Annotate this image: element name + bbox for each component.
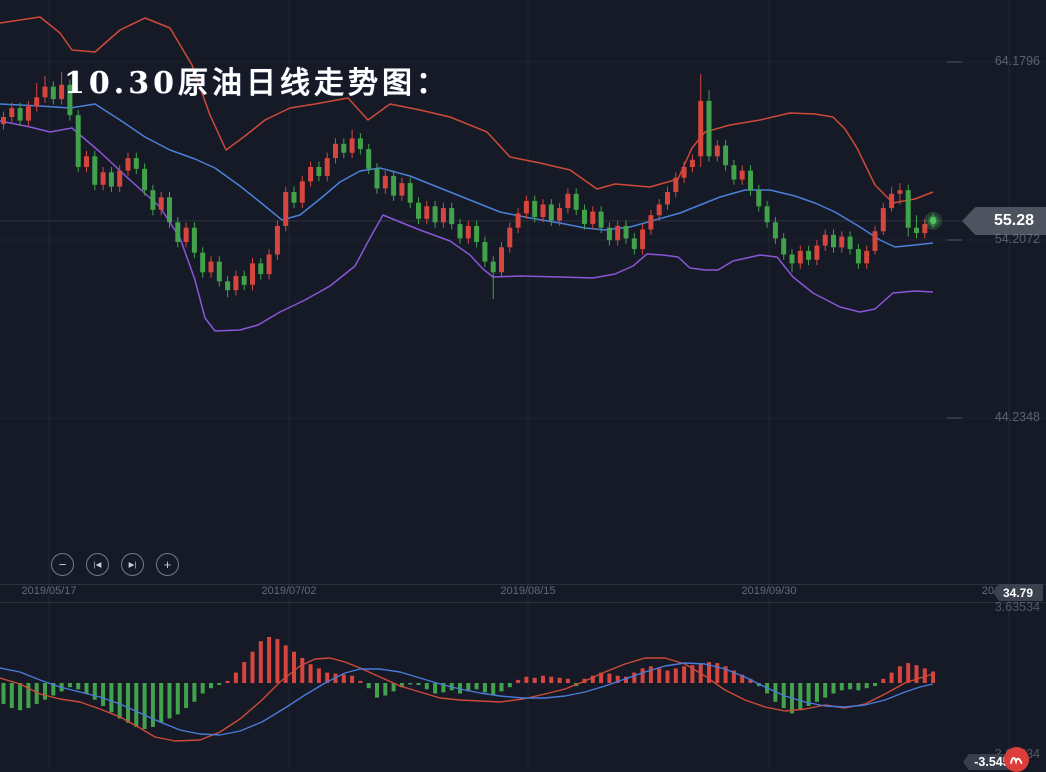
- last-price-value: 55.28: [993, 212, 1034, 229]
- skip-to-start-button[interactable]: |◀: [86, 553, 109, 576]
- logo-glyph: [1010, 757, 1023, 765]
- macd-scale-top-label: 3.63534: [994, 600, 1040, 614]
- price-axis-label: 44.2348: [994, 410, 1040, 424]
- bollinger-middle-line: [0, 103, 934, 248]
- macd-value: -3.545: [974, 755, 1010, 769]
- last-price-badge: 55.28: [962, 207, 1046, 235]
- macd-lines: [0, 657, 934, 742]
- platform-logo-icon: [1004, 747, 1029, 772]
- bottom-price-value: 34.79: [1002, 585, 1034, 600]
- macd-dea-line: [0, 662, 934, 736]
- bottom-price-badge: 34.79: [993, 584, 1043, 601]
- bollinger-bands: [0, 16, 934, 332]
- date-axis-label: 2019/05/17: [21, 585, 77, 597]
- bollinger-upper-line: [0, 16, 934, 204]
- price-axis-label: 64.1796: [994, 54, 1040, 68]
- candlestick-series: [1, 72, 936, 300]
- date-axis-label: 2019/08/15: [500, 585, 556, 597]
- date-axis-label: 2019/09/30: [741, 585, 797, 597]
- last-price-dot: [924, 211, 943, 230]
- macd-histogram: [1, 637, 936, 729]
- page-title: 10.30原油日线走势图：: [64, 66, 450, 101]
- macd-dif-line: [0, 657, 934, 742]
- price-axis-label: 54.2072: [994, 232, 1040, 246]
- skip-to-end-button[interactable]: ▶|: [121, 553, 144, 576]
- zoom-in-button[interactable]: +: [156, 553, 179, 576]
- bollinger-lower-line: [0, 120, 934, 332]
- date-axis-label: 2019/07/02: [261, 585, 317, 597]
- zoom-out-button[interactable]: −: [51, 553, 74, 576]
